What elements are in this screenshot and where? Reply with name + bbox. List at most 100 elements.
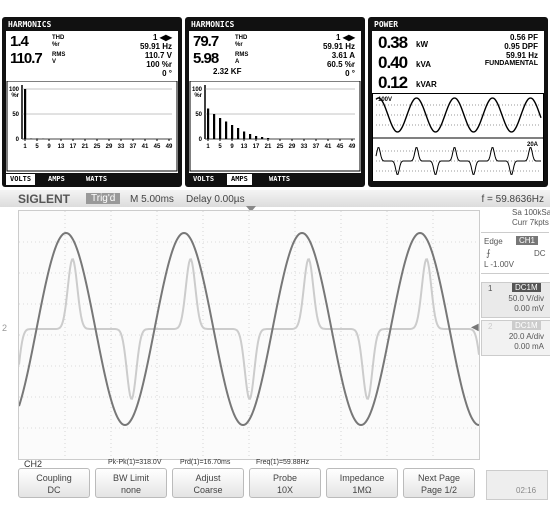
channel-offset: 0.00 mV xyxy=(514,304,544,313)
softkey-label: Next Page xyxy=(417,473,461,483)
bar xyxy=(207,108,210,139)
channel-coupling: DC1M xyxy=(512,321,541,330)
reading-right: 100 %r xyxy=(146,60,172,69)
trigger-marker xyxy=(246,206,256,212)
softkey-label: Probe xyxy=(272,473,298,483)
trigger-source: CH1 xyxy=(516,236,539,245)
reading-unit: %r xyxy=(52,42,60,48)
tab[interactable]: VOLTS xyxy=(193,175,215,183)
reading-right: 59.91 Hz xyxy=(139,42,172,51)
panel-screen: 1.4 THD %r 110.7 RMS V 1 ◀▶ 59.91 Hz 110.7 V 100 … xyxy=(6,31,178,173)
x-tick-label: 45 xyxy=(337,144,344,150)
status-icons xyxy=(486,470,548,500)
x-tick-label: 13 xyxy=(58,144,65,150)
softkey[interactable]: Next Page Page 1/2 xyxy=(403,468,475,498)
scale-label: 100V xyxy=(378,97,392,103)
current-wave xyxy=(375,147,541,175)
x-tick-label: 37 xyxy=(313,144,320,150)
reading-right: 0.95 DPF xyxy=(504,42,538,51)
softkey[interactable]: BW Limit none xyxy=(95,468,167,498)
delay: Delay 0.00µs xyxy=(186,194,245,205)
x-tick-label: 17 xyxy=(70,144,77,150)
bar xyxy=(213,114,216,139)
chart-frame xyxy=(6,81,178,172)
y-tick-label: 0 xyxy=(199,137,203,143)
brand: SIGLENT xyxy=(18,192,71,206)
panel-screen: 0.38 kW 0.40 kVA 0.12 kVAR 0.56 PF 0.95 DPF 59.9… xyxy=(372,31,544,181)
reading-right: 59.91 Hz xyxy=(505,51,538,60)
x-tick-label: 41 xyxy=(142,144,149,150)
bar xyxy=(243,131,246,139)
tab[interactable]: WATTS xyxy=(269,175,291,183)
reading-extra: 2.32 KF xyxy=(213,67,242,76)
x-tick-label: 9 xyxy=(47,144,51,150)
softkey-value: Coarse xyxy=(193,485,223,495)
x-tick-label: 37 xyxy=(130,144,137,150)
reading-unit: %r xyxy=(235,42,243,48)
reading-value: 110.7 xyxy=(10,50,43,67)
tab[interactable]: VOLTS xyxy=(6,174,36,185)
chart-frame xyxy=(189,81,361,172)
reading-unit: A xyxy=(235,59,240,65)
active-channel: CH2 xyxy=(24,459,43,469)
x-tick-label: 21 xyxy=(82,144,89,150)
timebase: M 5.00ms xyxy=(130,194,174,205)
reading-value: 0.40 xyxy=(378,53,408,72)
bar xyxy=(30,138,33,139)
bar xyxy=(237,128,240,139)
memory-depth: Curr 7kpts xyxy=(512,218,549,227)
wave-frame xyxy=(372,93,544,181)
waveform-view: 100V 20A xyxy=(372,93,544,181)
clock: 02:16 xyxy=(516,486,537,495)
measurement: Prd(1)=16.70ms xyxy=(180,459,231,466)
y-unit: %r xyxy=(11,93,19,99)
reading-value: 79.7 xyxy=(193,33,219,50)
tab[interactable]: WATTS xyxy=(86,175,108,183)
x-tick-label: 25 xyxy=(277,144,284,150)
current-trace xyxy=(19,258,479,400)
reading-value: 0.38 xyxy=(378,33,408,52)
reading-unit: kVAR xyxy=(416,80,437,89)
bar xyxy=(255,136,258,139)
x-tick-label: 1 xyxy=(206,144,210,150)
bar xyxy=(231,125,234,139)
softkey[interactable]: Impedance 1MΩ xyxy=(326,468,398,498)
panel-title: HARMONICS xyxy=(8,20,52,29)
reading-label: RMS xyxy=(235,52,249,58)
softkey[interactable]: Coupling DC xyxy=(18,468,90,498)
analyzer-panel: HARMONICS 79.7 THD %r 5.98 RMS A 2.32 KF 1 ◀▶ 59.… xyxy=(185,17,365,187)
trigger-box xyxy=(481,232,549,274)
reading-right: 0 ° xyxy=(162,69,172,78)
softkey[interactable]: Adjust Coarse xyxy=(172,468,244,498)
x-tick-label: 5 xyxy=(218,144,222,150)
softkey[interactable]: Probe 10X xyxy=(249,468,321,498)
bar xyxy=(267,138,270,139)
x-tick-label: 29 xyxy=(289,144,296,150)
panel-screen: 79.7 THD %r 5.98 RMS A 2.32 KF 1 ◀▶ 59.91 Hz 3.61… xyxy=(189,31,361,173)
ch-marker: 2 xyxy=(2,323,8,333)
trigger-status: Trig'd xyxy=(86,193,121,204)
reading-label: RMS xyxy=(52,52,66,58)
tab[interactable]: AMPS xyxy=(48,175,65,183)
softkey-value: 10X xyxy=(276,485,293,495)
softkey-label: BW Limit xyxy=(113,473,149,483)
channel-offset: 0.00 mA xyxy=(514,342,544,351)
softkey-value: none xyxy=(120,485,142,495)
reading-value: 5.98 xyxy=(193,50,219,67)
harmonic-chart: 0 50 100%r 1 5 9 13 17 21 25 29 33 37 41 45 49 xyxy=(189,81,361,172)
trigger-coupling: DC xyxy=(534,249,546,258)
x-tick-label: 9 xyxy=(230,144,234,150)
x-tick-label: 21 xyxy=(265,144,272,150)
bar xyxy=(249,134,252,139)
tab[interactable]: AMPS xyxy=(227,174,252,185)
reading-right: 60.5 %r xyxy=(326,60,355,69)
measurement: Freq(1)=59.88Hz xyxy=(256,459,310,466)
reading-value: 1.4 xyxy=(10,33,29,50)
reading-label: THD xyxy=(235,35,248,41)
bar xyxy=(24,89,27,139)
panel-title: POWER xyxy=(374,20,399,29)
reading-unit: kVA xyxy=(416,60,431,69)
channel-number: 2 xyxy=(488,322,493,331)
reading-right: 59.91 Hz xyxy=(322,42,355,51)
